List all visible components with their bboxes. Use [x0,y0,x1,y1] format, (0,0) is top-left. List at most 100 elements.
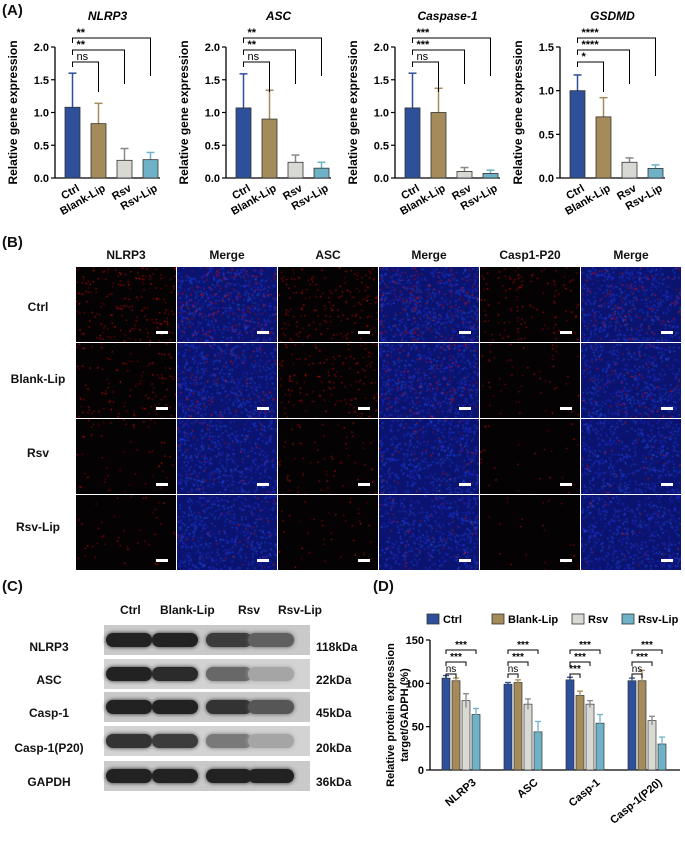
chart-gsdmd: GSDMD Relative gene expression 0.0 0.5 1.0 1.… [511,9,665,218]
sig-bracket [631,661,653,666]
sig-label: ns [417,51,429,63]
bar [513,682,523,771]
bar [637,680,647,771]
sig-bracket [631,673,643,678]
y-tick-label: 50 [412,722,424,734]
y-tick-label: 2.0 [374,42,389,54]
scale-bar [459,559,471,562]
image-pixels [581,495,681,570]
blot-band [106,667,152,681]
scale-bar [358,407,370,410]
kda-gapdh: 36kDa [316,775,352,789]
sig-bracket [569,649,601,654]
y-tick-label: 0.0 [205,173,220,185]
blot-strip [104,692,310,722]
sig-bracket [569,673,581,678]
scale-bar [257,331,269,334]
scale-bar [560,483,572,486]
chart-nlrp3: NLRP3 Relative gene expression 0.0 0.5 1.0 1.… [6,9,160,218]
sig-bracket [507,661,529,666]
sig-bracket [507,649,539,654]
western-blot [104,625,310,796]
y-tick-label: 0.0 [34,173,49,185]
bar-blank-lip [261,118,278,179]
kda-casp1: 45kDa [316,706,352,720]
blot-band [106,700,152,714]
column-header-casp1-p20: Casp1-P20 [499,248,561,262]
bar [585,703,595,771]
fluorescence-image [278,419,378,494]
image-pixels [480,343,580,418]
legend-swatch [571,613,585,625]
y-tick-label: 100 [406,678,424,690]
scale-bar [257,559,269,562]
merge-image [379,343,479,418]
image-pixels [379,419,479,494]
blot-band [248,769,294,783]
sig-label: *** [417,27,431,39]
scale-bar [459,407,471,410]
image-pixels [278,267,378,342]
merge-image [581,419,681,494]
image-pixels [581,267,681,342]
fluorescence-image [76,267,176,342]
x-tick-label: ASC [515,777,541,801]
y-tick-label: 2.0 [205,42,220,54]
bar-rsv [456,171,473,179]
blot-band [152,700,198,714]
scale-bar [661,407,673,410]
merge-image [379,419,479,494]
scale-bar [560,559,572,562]
row-label-rsv: Rsv [26,446,49,460]
sig-label: *** [512,652,524,663]
column-header-nlrp3: NLRP3 [106,248,146,262]
blot-strip [104,726,310,756]
legend-label: Rsv [588,614,609,626]
sig-bracket [243,49,296,84]
image-pixels [76,343,176,418]
chart-title: NLRP3 [88,9,128,23]
fluorescence-image [480,343,580,418]
image-pixels [177,419,277,494]
merge-image [581,495,681,570]
bar-rsv-lip [313,167,330,179]
sig-label: *** [417,39,431,51]
sig-label: *** [517,640,529,651]
fluorescence-image [480,419,580,494]
blot-band [248,633,294,647]
blot-band [206,667,252,681]
sig-label: ns [446,664,457,675]
scale-bar [358,483,370,486]
sig-bracket [631,649,663,654]
y-axis-label: Relative gene expression [6,40,20,184]
y-tick-label: 0.5 [34,140,49,152]
blot-strip [104,625,310,655]
blot-label-casp1-p20: Casp-1(P20) [14,741,84,755]
y-tick-label: 0 [418,765,424,777]
y-axis-label: Relative gene expression [511,40,525,184]
scale-bar [156,483,168,486]
sig-bracket [577,49,630,84]
blot-band [152,633,198,647]
image-pixels [278,343,378,418]
y-tick-label: 0.0 [374,173,389,185]
sig-bracket [412,49,465,84]
scale-bar [661,483,673,486]
bar-ctrl [235,107,252,179]
x-tick-label: Casp-1(P20) [608,776,665,826]
legend-swatch [621,613,635,625]
merge-image [177,495,277,570]
y-tick-label: 1.5 [539,42,554,54]
chart-protein-expression: Ctrl Blank-Lip Rsv Rsv-Lip Relative protein … [385,613,680,827]
sig-bracket [445,661,467,666]
blot-label-asc: ASC [36,673,62,687]
chart-title: Caspase-1 [417,9,477,23]
blot-band [206,769,252,783]
scale-bar [560,407,572,410]
kda-casp1-p20: 20kDa [316,741,352,755]
panel-label-a: (A) [2,2,23,19]
x-tick-label: NLRP3 [443,777,478,809]
scale-bar [459,331,471,334]
scale-bar [358,559,370,562]
bar [565,679,575,771]
